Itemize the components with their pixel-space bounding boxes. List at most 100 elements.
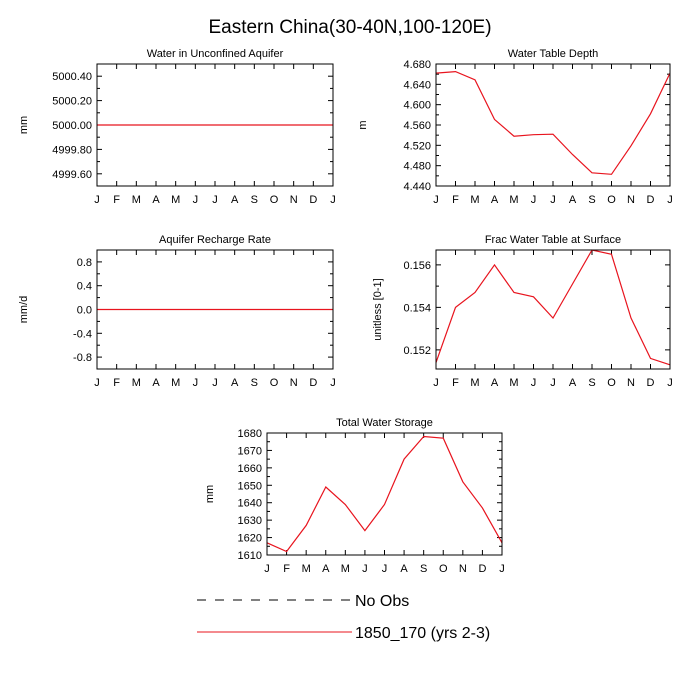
- x-tick-label: S: [420, 563, 427, 575]
- panel-title: Water Table Depth: [508, 48, 599, 60]
- x-tick-label: M: [132, 194, 141, 206]
- y-tick-label: 0.4: [77, 281, 92, 293]
- x-tick-label: O: [607, 194, 616, 206]
- x-tick-label: S: [588, 377, 595, 389]
- panel-title: Total Water Storage: [336, 417, 433, 429]
- x-tick-label: J: [433, 377, 439, 389]
- x-tick-label: J: [667, 194, 673, 206]
- figure-title: Eastern China(30-40N,100-120E): [208, 17, 491, 38]
- y-tick-label: 0.154: [403, 302, 431, 314]
- x-tick-label: N: [290, 377, 298, 389]
- x-tick-label: S: [251, 194, 258, 206]
- y-tick-label: 0.8: [77, 257, 92, 269]
- y-tick-label: 1660: [238, 463, 262, 475]
- x-tick-label: D: [647, 194, 655, 206]
- x-tick-label: D: [647, 377, 655, 389]
- x-tick-label: F: [113, 377, 120, 389]
- panel-title: Water in Unconfined Aquifer: [147, 48, 284, 60]
- y-tick-label: 4.640: [403, 79, 431, 91]
- x-tick-label: J: [330, 377, 336, 389]
- x-tick-label: A: [491, 194, 499, 206]
- x-tick-label: A: [152, 377, 160, 389]
- x-tick-label: D: [478, 563, 486, 575]
- x-tick-label: S: [588, 194, 595, 206]
- y-tick-label: 1610: [238, 550, 262, 562]
- y-tick-label: 1630: [238, 515, 262, 527]
- x-tick-label: N: [627, 194, 635, 206]
- x-tick-label: M: [470, 377, 479, 389]
- y-tick-label: 4.440: [403, 181, 431, 193]
- x-tick-label: F: [452, 377, 459, 389]
- x-tick-label: N: [459, 563, 467, 575]
- y-tick-label: 0.0: [77, 305, 92, 317]
- x-tick-label: D: [309, 194, 317, 206]
- y-tick-label: 4999.80: [52, 144, 92, 156]
- panel-title: Aquifer Recharge Rate: [159, 234, 271, 246]
- x-tick-label: M: [171, 194, 180, 206]
- x-tick-label: A: [231, 377, 239, 389]
- x-tick-label: F: [452, 194, 459, 206]
- x-tick-label: J: [499, 563, 505, 575]
- x-tick-label: D: [309, 377, 317, 389]
- y-tick-label: 5000.00: [52, 120, 92, 132]
- x-tick-label: A: [322, 563, 330, 575]
- series-line: [435, 70, 671, 175]
- y-tick-label: 1670: [238, 445, 262, 457]
- x-tick-label: J: [212, 377, 218, 389]
- x-tick-label: S: [251, 377, 258, 389]
- x-tick-label: J: [550, 194, 556, 206]
- x-tick-label: J: [531, 377, 537, 389]
- y-tick-label: 4.600: [403, 100, 431, 112]
- x-tick-label: J: [667, 377, 673, 389]
- x-tick-label: J: [212, 194, 218, 206]
- y-tick-label: 4.680: [403, 59, 431, 71]
- y-axis-label: m: [357, 120, 369, 129]
- x-tick-label: O: [439, 563, 448, 575]
- y-tick-label: 1620: [238, 533, 262, 545]
- x-tick-label: M: [509, 377, 518, 389]
- x-tick-label: M: [132, 377, 141, 389]
- x-tick-label: M: [171, 377, 180, 389]
- x-tick-label: F: [283, 563, 290, 575]
- series-line: [266, 435, 503, 553]
- y-tick-label: 5000.40: [52, 71, 92, 83]
- x-tick-label: J: [193, 194, 199, 206]
- plot-frame: [96, 249, 334, 370]
- x-tick-label: A: [152, 194, 160, 206]
- x-tick-label: M: [470, 194, 479, 206]
- x-tick-label: J: [193, 377, 199, 389]
- y-tick-label: -0.8: [73, 352, 92, 364]
- x-tick-label: J: [362, 563, 368, 575]
- x-tick-label: J: [264, 563, 270, 575]
- x-tick-label: A: [569, 377, 577, 389]
- x-tick-label: J: [382, 563, 388, 575]
- y-tick-label: 1680: [238, 428, 262, 440]
- y-tick-label: 4.520: [403, 140, 431, 152]
- legend: No Obs 1850_170 (yrs 2-3): [197, 593, 490, 642]
- x-tick-label: N: [290, 194, 298, 206]
- x-tick-label: J: [550, 377, 556, 389]
- y-tick-label: 0.152: [403, 345, 431, 357]
- plot-frame: [266, 432, 503, 556]
- y-axis-label: mm: [204, 485, 216, 503]
- y-axis-label: unitless [0-1]: [372, 278, 384, 340]
- x-tick-label: F: [113, 194, 120, 206]
- x-tick-label: M: [302, 563, 311, 575]
- x-tick-label: A: [231, 194, 239, 206]
- legend-label: 1850_170 (yrs 2-3): [355, 625, 490, 642]
- legend-label: No Obs: [355, 593, 409, 610]
- x-tick-label: J: [433, 194, 439, 206]
- y-tick-label: 5000.20: [52, 96, 92, 108]
- plot-frame: [96, 63, 334, 187]
- x-tick-label: O: [270, 377, 279, 389]
- x-tick-label: J: [330, 194, 336, 206]
- x-tick-label: N: [627, 377, 635, 389]
- y-tick-label: 1640: [238, 498, 262, 510]
- y-tick-label: 4999.60: [52, 169, 92, 181]
- y-tick-label: 4.560: [403, 120, 431, 132]
- x-tick-label: J: [94, 194, 100, 206]
- panel-3: Frac Water Table at Surface unitless [0-1…: [372, 234, 673, 389]
